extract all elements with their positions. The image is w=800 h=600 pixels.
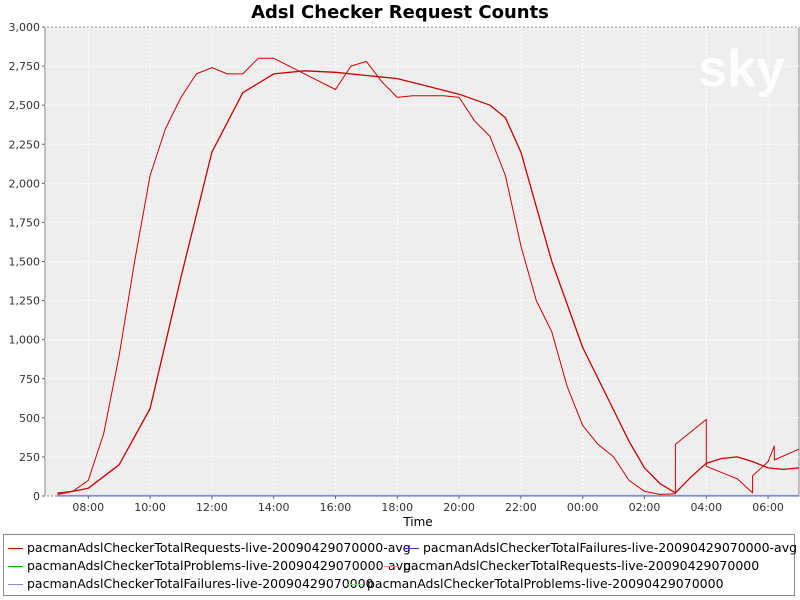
legend: pacmanAdslCheckerTotalRequests-live-2009… — [3, 534, 797, 596]
x-tick-label: 02:00 — [629, 501, 661, 514]
y-tick-label: 500 — [19, 412, 40, 425]
grid-lines — [45, 26, 799, 497]
legend-label: pacmanAdslCheckerTotalFailures-live-2009… — [27, 576, 374, 591]
legend-label: pacmanAdslCheckerTotalFailures-live-2009… — [423, 540, 798, 555]
x-tick-label: 18:00 — [381, 501, 413, 514]
chart-area: sky 0 250 500 750 1,000 1,250 1,500 1,750 2,000 2… — [9, 21, 800, 529]
legend-label: pacmanAdslCheckerTotalRequests-live-2009… — [27, 540, 411, 555]
legend-item-total-problems: pacmanAdslCheckerTotalProblems-live-2009… — [348, 575, 724, 593]
x-tick-label: 10:00 — [134, 501, 166, 514]
y-tick-label: 0 — [33, 490, 40, 503]
y-tick-label: 2,250 — [9, 138, 41, 151]
legend-swatch — [8, 548, 23, 549]
legend-swatch — [404, 548, 419, 549]
y-tick-label: 250 — [19, 451, 40, 464]
chart-title: Adsl Checker Request Counts — [251, 2, 549, 23]
sky-watermark: sky — [698, 40, 785, 98]
x-tick-label: 06:00 — [752, 501, 784, 514]
x-axis-label: Time — [402, 515, 432, 529]
series-line-3 — [57, 57, 800, 495]
y-tick-label: 2,500 — [9, 99, 41, 112]
x-tick-label: 20:00 — [443, 501, 475, 514]
y-tick-label: 750 — [19, 373, 40, 386]
legend-item-total-problems-avg: pacmanAdslCheckerTotalProblems-live-2009… — [8, 557, 411, 575]
legend-swatch — [8, 584, 23, 585]
y-tick-label: 2,000 — [9, 177, 41, 190]
x-tick-label: 14:00 — [258, 501, 290, 514]
x-tick-label: 08:00 — [72, 501, 104, 514]
legend-swatch — [348, 584, 363, 585]
y-axis: 0 250 500 750 1,000 1,250 1,500 1,750 2,000 2,250… — [9, 21, 45, 503]
legend-item-total-requests: pacmanAdslCheckerTotalRequests-live-2009… — [384, 557, 759, 575]
x-tick-label: 00:00 — [567, 501, 599, 514]
legend-label: pacmanAdslCheckerTotalRequests-live-2009… — [403, 558, 760, 573]
y-tick-label: 1,500 — [9, 256, 41, 269]
legend-item-total-requests-avg: pacmanAdslCheckerTotalRequests-live-2009… — [8, 539, 411, 557]
x-tick-label: 12:00 — [196, 501, 228, 514]
series-lines — [57, 57, 800, 497]
y-tick-label: 1,250 — [9, 295, 41, 308]
legend-item-total-failures: pacmanAdslCheckerTotalFailures-live-2009… — [8, 575, 374, 593]
x-tick-label: 22:00 — [505, 501, 537, 514]
legend-swatch — [384, 566, 399, 567]
legend-swatch — [8, 566, 23, 567]
x-tick-label: 04:00 — [690, 501, 722, 514]
y-tick-label: 3,000 — [9, 21, 41, 34]
legend-label: pacmanAdslCheckerTotalProblems-live-2009… — [27, 558, 412, 573]
x-tick-label: 16:00 — [320, 501, 352, 514]
legend-item-total-failures-avg: pacmanAdslCheckerTotalFailures-live-2009… — [404, 539, 797, 557]
x-axis: 08:00 10:00 12:00 14:00 16:00 18:00 20:00 22:00… — [72, 496, 784, 514]
y-tick-label: 1,750 — [9, 216, 41, 229]
legend-label: pacmanAdslCheckerTotalProblems-live-2009… — [367, 576, 724, 591]
series-line-0 — [57, 70, 800, 496]
y-tick-label: 1,000 — [9, 334, 41, 347]
y-tick-label: 2,750 — [9, 60, 41, 73]
